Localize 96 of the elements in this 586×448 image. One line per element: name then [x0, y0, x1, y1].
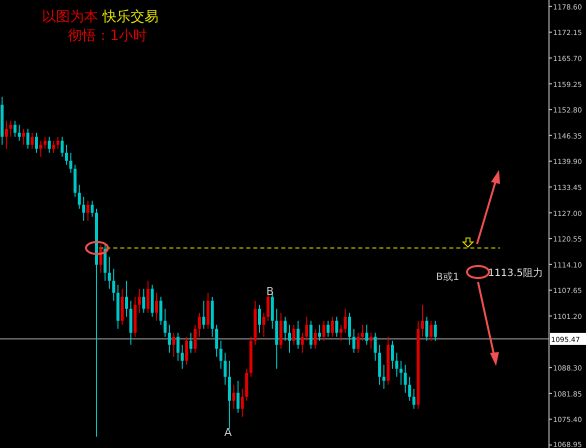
candlestick	[215, 324, 218, 358]
candlestick	[112, 268, 116, 302]
candlestick	[22, 128, 26, 146]
candlestick	[176, 332, 180, 362]
candlestick	[142, 288, 146, 314]
candlestick	[74, 164, 77, 198]
candlestick	[155, 292, 158, 322]
candlestick	[224, 352, 227, 386]
text: 彻悟：1小时	[68, 28, 147, 44]
candlestick	[39, 140, 42, 158]
candlestick	[365, 324, 368, 346]
candlestick	[330, 316, 334, 338]
candlestick	[434, 320, 437, 342]
candlestick	[189, 332, 192, 354]
candlestick	[172, 332, 176, 358]
candlestick	[52, 140, 56, 154]
annotation: A	[224, 426, 232, 439]
candlestick	[309, 320, 312, 350]
candlestick	[164, 308, 167, 338]
candlestick	[258, 304, 261, 334]
candlestick	[232, 384, 236, 410]
candlestick	[198, 312, 201, 338]
candlestick	[240, 388, 244, 418]
candlestick	[125, 280, 128, 318]
candlestick	[60, 136, 64, 158]
candlestick	[374, 332, 377, 362]
candlestick	[408, 376, 412, 402]
candlestick	[44, 136, 47, 150]
candlestick	[194, 324, 197, 354]
candlestick	[348, 312, 352, 346]
candlestick	[90, 200, 94, 218]
candlestick	[404, 364, 407, 394]
candlestick	[314, 328, 317, 350]
candlestick	[318, 324, 322, 342]
candlestick	[82, 196, 86, 222]
candlestick	[382, 364, 386, 390]
candlestick	[185, 336, 188, 366]
candlestick	[288, 324, 292, 354]
candlestick	[78, 184, 81, 210]
candlestick	[420, 304, 424, 338]
candlestick	[322, 320, 326, 342]
candlestick	[168, 324, 171, 354]
annotation: B或1	[436, 271, 460, 283]
candlestick	[275, 308, 278, 370]
candlestick	[34, 132, 38, 154]
candlestick	[228, 360, 231, 430]
candlestick	[56, 136, 60, 150]
candlestick	[344, 308, 347, 334]
candlestick	[430, 320, 433, 342]
candlestick	[18, 124, 21, 142]
candlestick	[9, 120, 12, 138]
candlestick	[296, 320, 300, 350]
candlestick	[370, 332, 373, 350]
candlestick	[159, 296, 162, 326]
candlestick	[400, 360, 403, 386]
candlestick	[202, 300, 206, 330]
annotation: 1113.5阻力	[488, 267, 543, 279]
candlestick	[395, 352, 398, 378]
candlestick	[108, 256, 111, 290]
candlestick	[326, 320, 330, 338]
candlestick	[146, 280, 150, 314]
candlestick	[300, 332, 304, 354]
candlestick	[305, 316, 308, 342]
annotation: B	[266, 285, 274, 298]
candlestick	[104, 244, 107, 282]
candlestick	[412, 388, 416, 410]
candlestick	[236, 380, 240, 414]
candlestick	[390, 340, 394, 370]
candlestick	[292, 324, 296, 346]
candlestick	[360, 324, 364, 342]
candlestick	[206, 292, 210, 330]
text: 以图为本 快乐交易	[42, 9, 158, 25]
candlestick	[4, 120, 8, 150]
candlestick	[262, 312, 266, 338]
candlestick	[14, 120, 17, 138]
candlestick	[219, 340, 222, 370]
candlestick	[356, 332, 360, 354]
candlestick	[150, 284, 154, 318]
candlestick	[26, 128, 30, 150]
candlestick	[129, 300, 132, 346]
candlestick	[30, 132, 34, 150]
candlestick	[425, 316, 428, 342]
candlestick	[138, 288, 141, 314]
candlestick	[180, 344, 184, 370]
candlestick	[245, 368, 248, 402]
candlestick	[352, 328, 356, 354]
candlestick	[120, 288, 124, 326]
candlestick	[279, 312, 282, 350]
candlestick	[64, 144, 68, 166]
candlestick	[335, 316, 338, 338]
candlestick	[378, 344, 382, 386]
candlestick	[48, 136, 51, 154]
candlestick	[86, 200, 90, 222]
candlestick	[69, 152, 72, 174]
candlestick	[339, 324, 342, 342]
candlestick	[284, 316, 287, 342]
